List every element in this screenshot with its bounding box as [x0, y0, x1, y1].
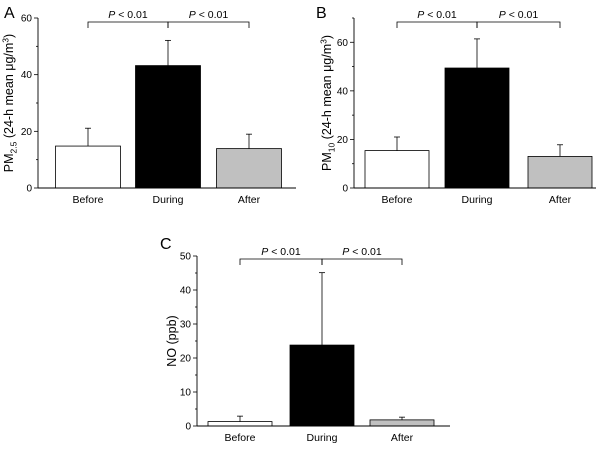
y-tick-label: 0	[185, 422, 191, 433]
x-tick-label-before: Before	[382, 194, 413, 206]
y-tick-label: 40	[21, 70, 33, 81]
panel-letter-b: B	[316, 5, 327, 22]
y-axis-label-part-0: NO (ppb)	[165, 315, 179, 366]
p-threshold: < 0.01	[424, 9, 457, 21]
y-axis-label-part-0: PM	[320, 152, 334, 171]
p-symbol: P	[108, 9, 115, 21]
y-axis-label-part-1: 2.5	[9, 141, 19, 153]
y-tick-label: 60	[21, 14, 33, 25]
x-tick-label-after: After	[238, 194, 261, 206]
bar-before	[364, 150, 430, 189]
y-tick-label: 0	[342, 184, 348, 195]
y-axis-label-part-4: )	[2, 34, 16, 38]
p-symbol: P	[499, 9, 506, 21]
y-axis-label-part-4: )	[320, 35, 334, 39]
p-value-label-2: P < 0.01	[189, 9, 229, 21]
p-threshold: < 0.01	[268, 246, 301, 258]
y-tick-label: 30	[180, 320, 192, 331]
y-tick-label: 50	[180, 252, 192, 263]
y-axis-label: PM10 (24-h mean μg/m3)	[319, 35, 337, 171]
p-threshold: < 0.01	[349, 246, 382, 258]
significance-bracket-1	[239, 258, 323, 265]
p-value-label-1: P < 0.01	[261, 246, 301, 258]
y-axis-label: PM2.5 (24-h mean μg/m3)	[1, 34, 19, 172]
x-tick-label-during: During	[462, 194, 493, 206]
significance-bracket-2	[167, 21, 250, 28]
p-value-label-2: P < 0.01	[342, 246, 382, 258]
y-tick-label: 20	[180, 354, 192, 365]
p-value-label-2: P < 0.01	[499, 9, 539, 21]
p-value-label-1: P < 0.01	[417, 9, 457, 21]
bar-during	[289, 344, 355, 427]
bar-after	[527, 156, 593, 189]
y-axis-label-part-2: (24-h mean μg/m	[320, 44, 334, 143]
p-symbol: P	[261, 246, 268, 258]
panel-letter-a: A	[4, 5, 15, 22]
x-tick-label-after: After	[391, 432, 414, 444]
bar-after	[369, 419, 435, 427]
x-tick-label-before: Before	[225, 432, 256, 444]
panel-c: C Before During After 0 10 20 30 40 50 NO (ppb) P <…	[160, 236, 450, 444]
bar-after	[216, 148, 282, 189]
p-symbol: P	[189, 9, 196, 21]
panel-letter-c: C	[160, 236, 172, 253]
significance-bracket-2	[476, 21, 561, 28]
p-threshold: < 0.01	[115, 9, 148, 21]
bar-before	[207, 421, 273, 427]
y-axis-label-part-3: 3	[319, 39, 329, 44]
bar-during	[444, 67, 510, 189]
x-tick-label-during: During	[153, 194, 184, 206]
y-tick-label: 20	[21, 127, 33, 138]
x-tick-label-after: After	[549, 194, 572, 206]
y-tick-label: 60	[337, 38, 349, 49]
y-axis-label-part-0: PM	[2, 153, 16, 172]
y-axis-label: NO (ppb)	[165, 315, 179, 366]
y-axis-label-part-2: (24-h mean μg/m	[2, 43, 16, 142]
y-tick-label: 40	[180, 286, 192, 297]
bar-during	[135, 65, 201, 189]
y-axis-label-part-3: 3	[1, 38, 11, 43]
y-tick-label: 20	[337, 135, 349, 146]
p-symbol: P	[342, 246, 349, 258]
y-tick-label: 10	[180, 388, 192, 399]
y-tick-label: 40	[337, 86, 349, 97]
p-threshold: < 0.01	[506, 9, 539, 21]
bar-before	[55, 145, 121, 189]
p-threshold: < 0.01	[196, 9, 229, 21]
x-tick-label-during: During	[307, 432, 338, 444]
y-axis-label-part-1: 10	[327, 143, 337, 153]
significance-bracket-1	[87, 21, 169, 28]
p-symbol: P	[417, 9, 424, 21]
x-tick-label-before: Before	[73, 194, 104, 206]
significance-bracket-2	[321, 258, 403, 265]
p-value-label-1: P < 0.01	[108, 9, 148, 21]
significance-bracket-1	[396, 21, 478, 28]
y-tick-label: 0	[26, 184, 32, 195]
